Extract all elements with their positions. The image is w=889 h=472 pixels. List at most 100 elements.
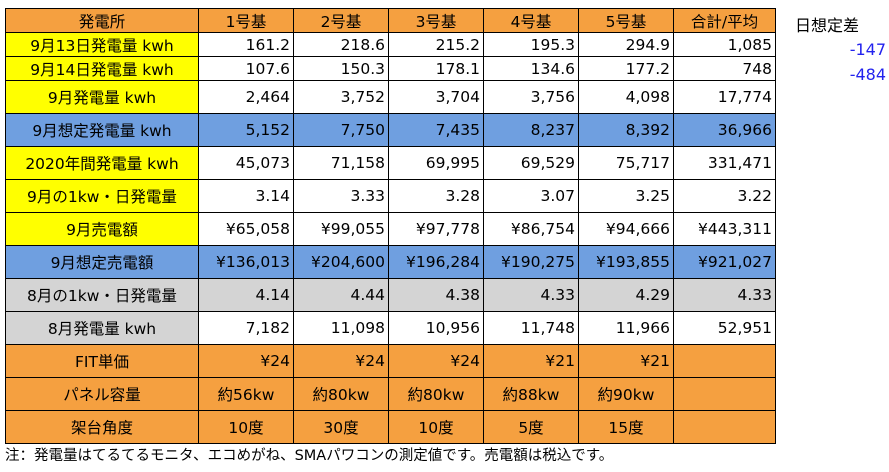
table-cell: 4.33: [483, 278, 579, 312]
table-cell: 約80kw: [293, 377, 389, 411]
table-cell: 10度: [388, 410, 484, 444]
table-cell: 69,995: [388, 146, 484, 180]
row-label: パネル容量: [5, 377, 199, 411]
table-cell: 3.33: [293, 179, 389, 213]
row-label: 9月14日発電量 kwh: [5, 56, 199, 81]
daily-diff-value: -484: [849, 65, 886, 84]
table-cell: 52,951: [673, 311, 776, 345]
row-label: 2020年間発電量 kwh: [5, 146, 199, 180]
footnote: 注：発電量はてるてるモニタ、エコめがね、SMAパワコンの測定値です。売電額は税込…: [5, 448, 614, 464]
table-cell: ¥190,275: [483, 245, 579, 279]
table-row: 8月の1kw・日発電量 4.14 4.44 4.38 4.33 4.29 4.3…: [5, 278, 776, 312]
table-cell: ¥24: [198, 344, 294, 378]
table-row: 9月14日発電量 kwh 107.6 150.3 178.1 134.6 177…: [5, 56, 776, 81]
row-label: 9月13日発電量 kwh: [5, 32, 199, 57]
table-cell: 107.6: [198, 56, 294, 81]
column-header: 4号基: [483, 8, 579, 33]
table-row: 9月売電額 ¥65,058 ¥99,055 ¥97,778 ¥86,754 ¥9…: [5, 212, 776, 246]
table-cell: 11,098: [293, 311, 389, 345]
table-cell: 3.28: [388, 179, 484, 213]
table-cell: 134.6: [483, 56, 579, 81]
table-cell: 71,158: [293, 146, 389, 180]
table-cell: 3.14: [198, 179, 294, 213]
table-cell: 3.22: [673, 179, 776, 213]
table-cell: ¥204,600: [293, 245, 389, 279]
row-label: 9月想定発電量 kwh: [5, 113, 199, 147]
table-cell: ¥196,284: [388, 245, 484, 279]
table-cell: 約80kw: [388, 377, 484, 411]
table-cell: 2,464: [198, 80, 294, 114]
table-cell: 8,392: [578, 113, 674, 147]
table-cell: [673, 410, 776, 444]
table-cell: ¥65,058: [198, 212, 294, 246]
table-cell: 約88kw: [483, 377, 579, 411]
column-header: 1号基: [198, 8, 294, 33]
table-cell: 約56kw: [198, 377, 294, 411]
table-cell: 3.07: [483, 179, 579, 213]
table-cell: ¥86,754: [483, 212, 579, 246]
power-plant-table: 発電所 1号基 2号基 3号基 4号基 5号基 合計/平均 9月13日発電量 k…: [5, 8, 776, 444]
table-cell: 161.2: [198, 32, 294, 57]
row-label: 9月発電量 kwh: [5, 80, 199, 114]
daily-diff-title: 日想定差: [795, 16, 860, 35]
row-label: 9月想定売電額: [5, 245, 199, 279]
table-row: 2020年間発電量 kwh 45,073 71,158 69,995 69,52…: [5, 146, 776, 180]
table-cell: 4.38: [388, 278, 484, 312]
table-cell: ¥21: [578, 344, 674, 378]
table-row: 9月13日発電量 kwh 161.2 218.6 215.2 195.3 294…: [5, 32, 776, 57]
table-cell: 10度: [198, 410, 294, 444]
table-cell: 8,237: [483, 113, 579, 147]
table-cell: 215.2: [388, 32, 484, 57]
table-row: 架台角度 10度 30度 10度 5度 15度: [5, 410, 776, 444]
row-label: 8月発電量 kwh: [5, 311, 199, 345]
table-row: 8月発電量 kwh 7,182 11,098 10,956 11,748 11,…: [5, 311, 776, 345]
row-label: 架台角度: [5, 410, 199, 444]
table-cell: 3,756: [483, 80, 579, 114]
table-cell: [673, 344, 776, 378]
table-cell: ¥443,311: [673, 212, 776, 246]
table-cell: ¥24: [293, 344, 389, 378]
table-cell: 17,774: [673, 80, 776, 114]
table-cell: 178.1: [388, 56, 484, 81]
table-cell: 4.29: [578, 278, 674, 312]
table-cell: ¥24: [388, 344, 484, 378]
table-cell: 3,704: [388, 80, 484, 114]
table-cell: 294.9: [578, 32, 674, 57]
table-cell: 4,098: [578, 80, 674, 114]
table-cell: 11,966: [578, 311, 674, 345]
table-cell: 4.33: [673, 278, 776, 312]
column-header: 3号基: [388, 8, 484, 33]
table-cell: 69,529: [483, 146, 579, 180]
row-label: 8月の1kw・日発電量: [5, 278, 199, 312]
table-cell: 10,956: [388, 311, 484, 345]
table-cell: 331,471: [673, 146, 776, 180]
table-cell: 75,717: [578, 146, 674, 180]
table-cell: ¥193,855: [578, 245, 674, 279]
header-label: 発電所: [5, 8, 199, 33]
column-header: 2号基: [293, 8, 389, 33]
table-row: 9月想定売電額 ¥136,013 ¥204,600 ¥196,284 ¥190,…: [5, 245, 776, 279]
table-cell: 1,085: [673, 32, 776, 57]
row-label: 9月売電額: [5, 212, 199, 246]
column-header: 5号基: [578, 8, 674, 33]
table-cell: 5度: [483, 410, 579, 444]
row-label: FIT単価: [5, 344, 199, 378]
table-cell: 約90kw: [578, 377, 674, 411]
table-cell: 7,182: [198, 311, 294, 345]
table-cell: 11,748: [483, 311, 579, 345]
table-cell: ¥94,666: [578, 212, 674, 246]
table-row: 9月発電量 kwh 2,464 3,752 3,704 3,756 4,098 …: [5, 80, 776, 114]
header-row: 発電所 1号基 2号基 3号基 4号基 5号基 合計/平均: [5, 8, 776, 33]
table-cell: 4.14: [198, 278, 294, 312]
table-cell: 3.25: [578, 179, 674, 213]
table-row: FIT単価 ¥24 ¥24 ¥24 ¥21 ¥21: [5, 344, 776, 378]
table-row: 9月想定発電量 kwh 5,152 7,750 7,435 8,237 8,39…: [5, 113, 776, 147]
table-cell: 7,750: [293, 113, 389, 147]
table-cell: 195.3: [483, 32, 579, 57]
daily-diff-value: -147: [849, 40, 886, 59]
table-cell: 4.44: [293, 278, 389, 312]
table-cell: 7,435: [388, 113, 484, 147]
table-cell: 177.2: [578, 56, 674, 81]
table-cell: 15度: [578, 410, 674, 444]
table-cell: 150.3: [293, 56, 389, 81]
